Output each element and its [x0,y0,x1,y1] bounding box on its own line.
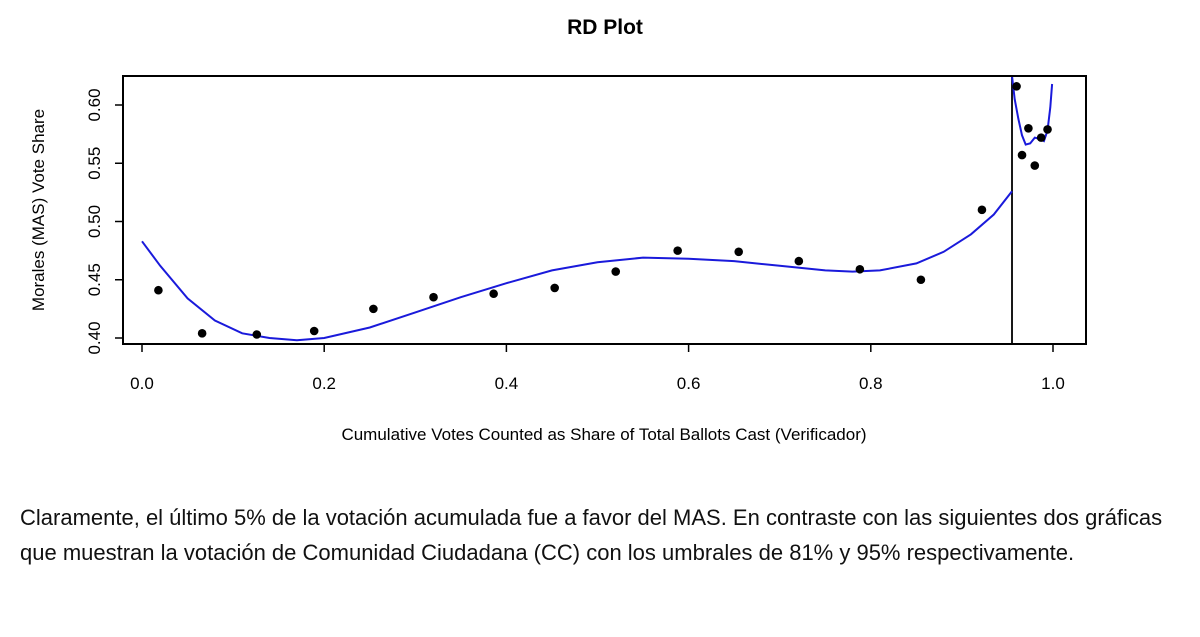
data-point [429,292,438,302]
data-point [1017,150,1027,160]
x-axis-title: Cumulative Votes Counted as Share of Tot… [341,425,866,444]
data-point [916,275,926,285]
y-tick-label: 0.55 [85,147,104,180]
data-point [309,326,319,336]
y-tick-label: 0.50 [85,205,104,238]
y-tick-label: 0.40 [85,321,104,354]
fit-curve-left [141,190,1013,342]
data-point [369,304,378,314]
data-point [1012,82,1021,91]
data-point [252,330,262,339]
x-tick-label: 0.8 [859,374,883,393]
caption-text: Claramente, el último 5% de la votación … [20,505,1163,565]
x-tick-label: 0.4 [495,374,519,393]
data-point [794,256,804,266]
data-point [1030,161,1040,170]
x-tick-label: 0.6 [677,374,701,393]
y-axis: 0.40 0.45 0.50 0.55 0.60 [85,88,124,355]
data-point [734,247,744,257]
y-axis-title: Morales (MAS) Vote Share [29,109,48,311]
data-point [673,246,682,255]
x-tick-label: 0.2 [312,374,336,393]
data-point [611,267,621,276]
y-tick-label: 0.60 [85,88,104,121]
data-point [197,329,207,338]
chart-title: RD Plot [567,16,643,39]
data-point [1024,124,1033,133]
data-point [1043,125,1052,134]
data-point [154,285,163,295]
data-point [550,283,559,293]
x-axis: 0.0 0.2 0.4 0.6 0.8 1.0 [130,343,1065,393]
x-tick-label: 1.0 [1041,374,1065,393]
x-tick-label: 0.0 [130,374,154,393]
data-point [977,205,987,215]
data-point [1036,133,1046,142]
plot-frame [122,75,1087,345]
rd-plot-figure: RD Plot 0.0 0.2 0.4 0.6 0.8 1.0 0.400.450.500… [29,16,1087,444]
y-tick-label: 0.45 [85,263,104,296]
data-point [855,264,865,274]
data-point [489,289,498,299]
